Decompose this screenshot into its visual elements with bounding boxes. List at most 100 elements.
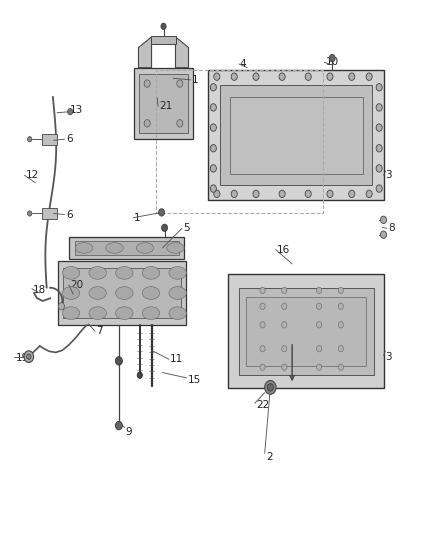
Circle shape <box>27 354 31 359</box>
Text: 6: 6 <box>66 209 72 220</box>
Circle shape <box>116 357 122 365</box>
Circle shape <box>210 144 216 152</box>
Text: 3: 3 <box>385 171 392 180</box>
Circle shape <box>317 287 322 294</box>
Circle shape <box>116 421 122 430</box>
Ellipse shape <box>89 307 106 319</box>
Circle shape <box>28 136 32 142</box>
Ellipse shape <box>136 243 154 253</box>
Text: 7: 7 <box>96 326 103 336</box>
Circle shape <box>177 119 183 127</box>
Circle shape <box>260 303 265 310</box>
Circle shape <box>161 23 166 29</box>
Polygon shape <box>176 37 188 68</box>
Circle shape <box>253 190 259 198</box>
Circle shape <box>137 372 142 378</box>
Text: 22: 22 <box>256 400 269 410</box>
Ellipse shape <box>142 266 160 279</box>
Text: 9: 9 <box>125 427 132 437</box>
Text: 15: 15 <box>187 375 201 385</box>
Circle shape <box>282 287 287 294</box>
Polygon shape <box>228 274 385 389</box>
Circle shape <box>214 190 220 198</box>
Circle shape <box>305 190 311 198</box>
Circle shape <box>267 384 273 391</box>
Circle shape <box>214 73 220 80</box>
Circle shape <box>338 364 343 370</box>
Circle shape <box>210 185 216 192</box>
Circle shape <box>338 303 343 310</box>
Circle shape <box>376 104 382 111</box>
Circle shape <box>24 351 34 362</box>
Polygon shape <box>230 97 363 174</box>
Circle shape <box>317 321 322 328</box>
Ellipse shape <box>116 266 133 279</box>
Circle shape <box>282 321 287 328</box>
Text: 10: 10 <box>325 58 339 67</box>
Circle shape <box>58 303 64 310</box>
Ellipse shape <box>116 307 133 319</box>
Polygon shape <box>239 288 374 375</box>
Circle shape <box>210 104 216 111</box>
Circle shape <box>349 73 355 80</box>
Text: 3: 3 <box>385 352 392 361</box>
Text: 12: 12 <box>25 171 39 180</box>
Circle shape <box>305 73 311 80</box>
Circle shape <box>327 190 333 198</box>
Circle shape <box>260 364 265 370</box>
Circle shape <box>338 321 343 328</box>
Circle shape <box>282 364 287 370</box>
Circle shape <box>317 345 322 352</box>
Text: 11: 11 <box>170 354 184 364</box>
Circle shape <box>210 84 216 91</box>
Polygon shape <box>139 74 187 133</box>
Circle shape <box>279 190 285 198</box>
Circle shape <box>282 345 287 352</box>
Circle shape <box>376 124 382 131</box>
Text: 4: 4 <box>240 59 247 69</box>
Circle shape <box>282 303 287 310</box>
Text: 6: 6 <box>66 134 72 144</box>
Circle shape <box>265 381 276 394</box>
Circle shape <box>338 287 343 294</box>
Text: 20: 20 <box>70 280 83 290</box>
Ellipse shape <box>89 287 106 300</box>
Ellipse shape <box>142 307 160 319</box>
Polygon shape <box>75 241 179 255</box>
Circle shape <box>376 165 382 172</box>
Text: 18: 18 <box>33 285 46 295</box>
Polygon shape <box>69 237 184 259</box>
Circle shape <box>260 321 265 328</box>
Circle shape <box>231 190 237 198</box>
Circle shape <box>349 190 355 198</box>
Polygon shape <box>42 208 57 219</box>
Circle shape <box>376 144 382 152</box>
Circle shape <box>381 216 387 223</box>
Circle shape <box>376 185 382 192</box>
Circle shape <box>338 345 343 352</box>
Ellipse shape <box>169 307 186 319</box>
Ellipse shape <box>62 287 80 300</box>
Polygon shape <box>134 68 193 139</box>
Circle shape <box>327 73 333 80</box>
Circle shape <box>260 287 265 294</box>
Polygon shape <box>208 70 385 200</box>
Circle shape <box>376 84 382 91</box>
Circle shape <box>253 73 259 80</box>
Polygon shape <box>63 268 181 318</box>
Text: 16: 16 <box>276 245 290 255</box>
Circle shape <box>144 80 150 87</box>
Ellipse shape <box>75 243 93 253</box>
Circle shape <box>260 345 265 352</box>
Circle shape <box>28 211 32 216</box>
Text: 19: 19 <box>15 353 28 362</box>
Circle shape <box>366 190 372 198</box>
Circle shape <box>366 73 372 80</box>
Circle shape <box>279 73 285 80</box>
Ellipse shape <box>62 307 80 319</box>
Polygon shape <box>138 37 152 68</box>
Ellipse shape <box>62 266 80 279</box>
Circle shape <box>210 165 216 172</box>
Text: 8: 8 <box>388 223 395 233</box>
Text: 21: 21 <box>159 101 172 111</box>
